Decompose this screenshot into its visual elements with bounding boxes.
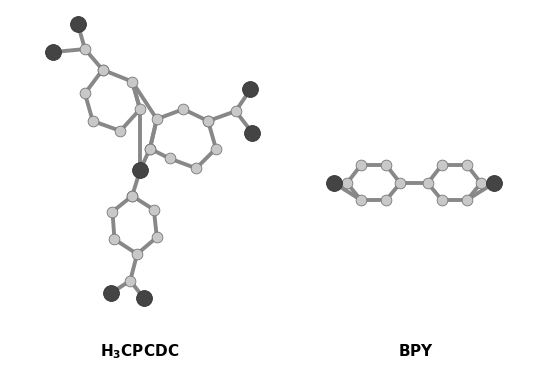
Point — [437, 197, 446, 203]
Point — [116, 128, 125, 134]
Point — [145, 146, 154, 152]
Point — [89, 118, 97, 124]
Point — [74, 22, 82, 28]
Text: $\mathbf{BPY}$: $\mathbf{BPY}$ — [398, 343, 434, 359]
Point — [153, 116, 162, 122]
Point — [149, 207, 158, 213]
Point — [204, 118, 213, 124]
Point — [128, 193, 136, 199]
Point — [382, 197, 391, 203]
Point — [135, 106, 144, 112]
Point — [212, 146, 221, 152]
Point — [165, 155, 174, 161]
Point — [128, 79, 136, 85]
Point — [179, 106, 188, 112]
Point — [126, 277, 135, 284]
Point — [463, 197, 472, 203]
Point — [108, 209, 117, 215]
Point — [395, 180, 404, 186]
Point — [477, 180, 486, 186]
Point — [231, 108, 240, 114]
Point — [49, 49, 58, 55]
Point — [246, 87, 255, 93]
Point — [423, 180, 432, 186]
Point — [463, 162, 472, 168]
Point — [98, 67, 107, 73]
Point — [248, 130, 257, 136]
Point — [135, 167, 144, 173]
Point — [133, 251, 141, 257]
Point — [128, 193, 136, 199]
Point — [153, 234, 162, 240]
Point — [356, 162, 365, 168]
Point — [356, 197, 365, 203]
Point — [437, 162, 446, 168]
Point — [98, 67, 107, 73]
Text: $\mathbf{H_3CPCDC}$: $\mathbf{H_3CPCDC}$ — [100, 343, 180, 361]
Point — [192, 165, 201, 171]
Point — [110, 236, 119, 242]
Point — [490, 180, 499, 186]
Point — [145, 146, 154, 152]
Point — [140, 295, 149, 301]
Point — [330, 180, 339, 186]
Point — [80, 46, 89, 52]
Point — [382, 162, 391, 168]
Point — [343, 180, 351, 186]
Point — [106, 290, 115, 296]
Point — [80, 90, 89, 96]
Point — [204, 118, 213, 124]
